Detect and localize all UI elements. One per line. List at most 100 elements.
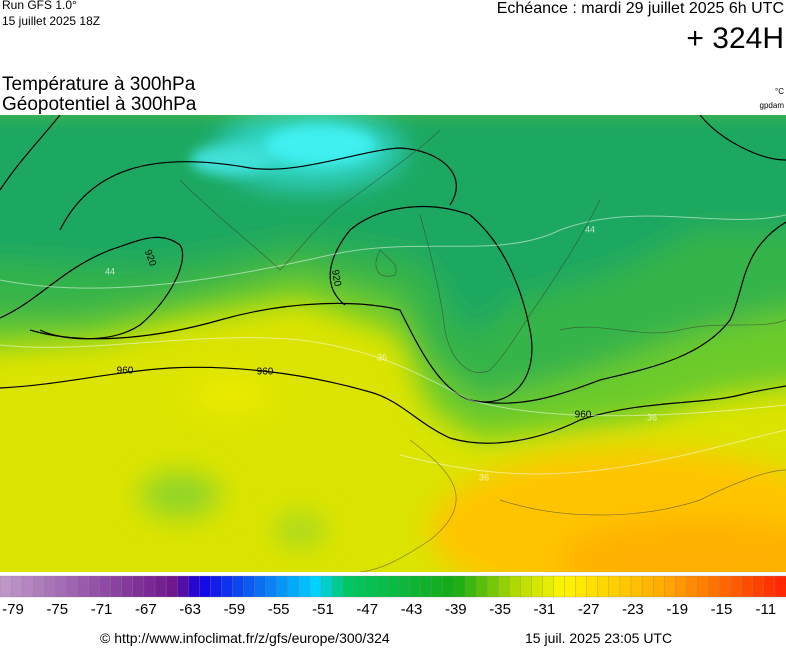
colorbar-tick-label: -75 (46, 601, 68, 618)
colorbar-swatch (354, 575, 366, 598)
colorbar-swatch (276, 575, 289, 598)
colorbar-swatch (66, 575, 78, 598)
colorbar-swatch (376, 575, 388, 598)
colorbar-swatch (176, 575, 189, 598)
colorbar-swatch (88, 575, 101, 598)
colorbar-tick-label: -39 (445, 601, 467, 618)
colorbar-swatch (320, 575, 333, 598)
source-link: © http://www.infoclimat.fr/z/gfs/europe/… (100, 630, 390, 646)
colorbar-swatch (154, 575, 167, 598)
colorbar-swatch (210, 575, 222, 598)
colorbar-swatch (509, 575, 521, 598)
colorbar-swatch (331, 575, 344, 598)
colorbar-swatch (199, 575, 211, 598)
title-temperature: Température à 300hPa (2, 74, 196, 95)
colorbar-swatch (464, 575, 477, 598)
colorbar-swatch (287, 575, 300, 598)
generated-time: 15 juil. 2025 23:05 UTC (525, 630, 672, 646)
colorbar-swatch (741, 575, 754, 598)
colorbar-swatch (365, 575, 377, 598)
colorbar-swatch (630, 575, 643, 598)
colorbar-tick-label: -15 (711, 601, 733, 618)
colorbar-tick-label: -19 (666, 601, 688, 618)
colorbar-swatch (664, 575, 676, 598)
colorbar-tick-label: -55 (268, 601, 290, 618)
colorbar-swatch (719, 575, 732, 598)
colorbar-tick-label: -79 (2, 601, 24, 618)
colorbar-swatch (431, 575, 444, 598)
colorbar-swatch (675, 575, 687, 598)
isotherm-label: 36 (377, 352, 387, 362)
contour-label: 920 (329, 269, 343, 288)
unit-temperature: °C (775, 87, 784, 96)
colorbar-swatch (77, 575, 90, 598)
lead-time: + 324H (686, 22, 784, 55)
colorbar-swatch (221, 575, 233, 598)
colorbar-swatch (575, 575, 588, 598)
colorbar-swatch (520, 575, 532, 598)
unit-geopotential: gpdam (760, 101, 785, 110)
run-date: 15 juillet 2025 18Z (2, 14, 100, 28)
colorbar-swatch (420, 575, 433, 598)
colorbar-swatch (165, 575, 178, 598)
colorbar-swatch (531, 575, 543, 598)
colorbar-swatch (597, 575, 610, 598)
colorbar-swatch (10, 575, 23, 598)
colorbar-swatch (774, 575, 786, 598)
colorbar-swatch (619, 575, 632, 598)
colorbar-swatch (730, 575, 743, 598)
colorbar-tick-label: -51 (312, 601, 334, 618)
colorbar-swatch (265, 575, 278, 598)
colorbar-swatch (486, 575, 499, 598)
isotherm-label: 36 (479, 472, 489, 482)
colorbar-swatch (143, 575, 156, 598)
colorbar-swatch (232, 575, 244, 598)
colorbar-swatch (752, 575, 765, 598)
colorbar-swatch (697, 575, 709, 598)
contour-label: 960 (117, 366, 134, 377)
colorbar-swatch (653, 575, 665, 598)
colorbar-swatch (254, 575, 267, 598)
colorbar-swatch (21, 575, 34, 598)
colorbar-swatch (121, 575, 134, 598)
isotherm-label: 44 (105, 266, 115, 276)
colorbar-tick-label: -59 (224, 601, 246, 618)
colorbar-swatch (453, 575, 466, 598)
colorbar-tick-label: -71 (91, 601, 113, 618)
colorbar-swatch (708, 575, 721, 598)
colorbar-swatch (475, 575, 488, 598)
colorbar-swatch (586, 575, 599, 598)
colorbar-swatch (188, 575, 200, 598)
contour-label: 960 (575, 410, 592, 421)
contour-label: 960 (257, 367, 274, 378)
colorbar-swatch (132, 575, 145, 598)
colorbar-tick-label: -11 (755, 601, 776, 618)
valid-time: Echéance : mardi 29 juillet 2025 6h UTC (497, 0, 784, 17)
colorbar-swatch (542, 575, 554, 598)
isotherm-label: 44 (585, 224, 595, 234)
colorbar-swatch (243, 575, 256, 598)
colorbar-swatch (498, 575, 510, 598)
colorbar-swatch (99, 575, 112, 598)
colorbar-swatch (387, 575, 399, 598)
colorbar-swatch (686, 575, 698, 598)
colorbar-swatch (564, 575, 577, 598)
colorbar-swatch (343, 575, 355, 598)
colorbar-swatch (55, 575, 67, 598)
colorbar-tick-label: -35 (489, 601, 511, 618)
colorbar-tick-label: -23 (622, 601, 644, 618)
colorbar-swatch (409, 575, 422, 598)
title-geopotential: Géopotentiel à 300hPa (2, 94, 197, 115)
colorbar-swatch (398, 575, 411, 598)
colorbar-swatch (763, 575, 776, 598)
colorbar-tick-label: -27 (578, 601, 600, 618)
colorbar-tick-label: -31 (534, 601, 556, 618)
colorbar-swatch (110, 575, 123, 598)
colorbar-swatch (553, 575, 566, 598)
run-label: Run GFS 1.0° (2, 0, 77, 12)
colorbar-swatch (442, 575, 455, 598)
colorbar-tick-label: -47 (356, 601, 378, 618)
